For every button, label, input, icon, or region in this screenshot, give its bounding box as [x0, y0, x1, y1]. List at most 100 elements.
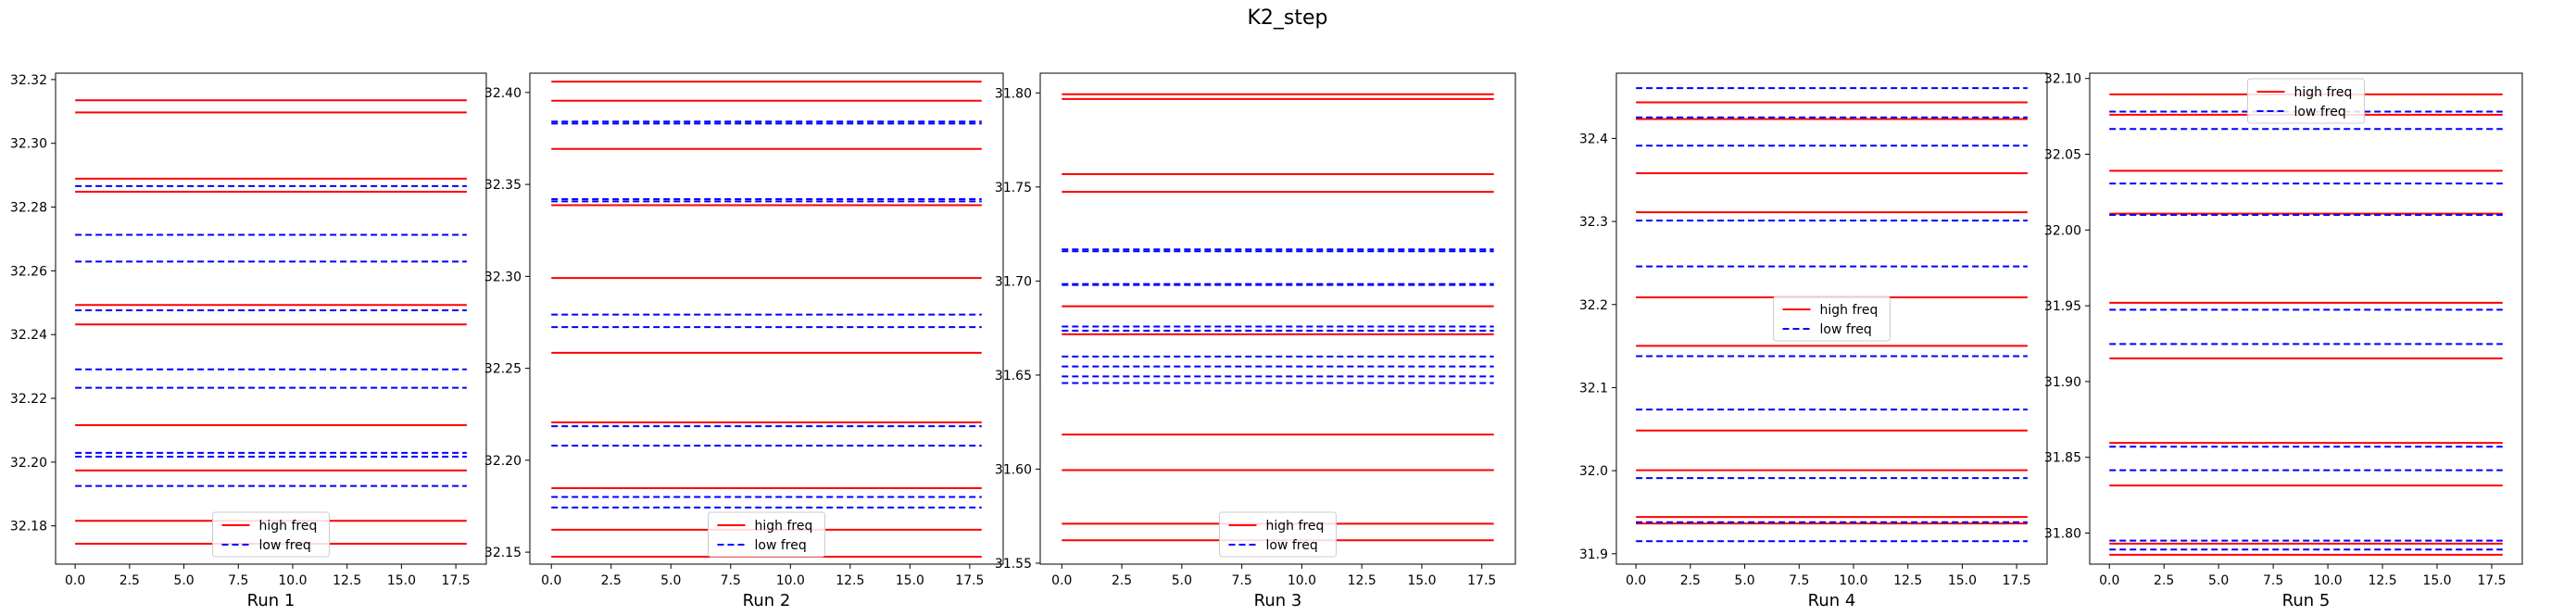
y-tick-label: 32.26	[10, 264, 47, 279]
y-tick-label: 32.2	[1579, 298, 1608, 313]
axes-frame	[2089, 72, 2523, 565]
y-tick-label: 32.22	[10, 392, 47, 407]
x-tick-label: 5.0	[1734, 573, 1754, 588]
y-tick-label: 32.10	[2044, 72, 2081, 87]
legend-label: low freq	[755, 538, 807, 553]
subplots: 0.0 2.5 5.0 7.5 10.0 12.5 15.0 17.5 32.18 32.20 32…	[10, 72, 2523, 610]
series-high-freq	[75, 99, 467, 545]
x-tick-label: 17.5	[2477, 573, 2506, 588]
x-tick-label: 17.5	[442, 573, 471, 588]
legend-box	[2247, 78, 2365, 124]
y-tick-label: 31.65	[995, 369, 1032, 383]
y-tick-label: 31.90	[2044, 375, 2081, 390]
x-tick-label: 2.5	[2154, 573, 2174, 588]
y-tick-label: 32.0	[1579, 464, 1608, 479]
x-tick-label: 0.0	[65, 573, 85, 588]
x-tick-label: 0.0	[2099, 573, 2119, 588]
x-tick-label: 17.5	[2003, 573, 2031, 588]
x-tick-label: 12.5	[333, 573, 361, 588]
x-tick-label: 2.5	[1112, 573, 1132, 588]
y-tick-label: 31.75	[995, 181, 1032, 195]
subplot-run-5: 0.0 2.5 5.0 7.5 10.0 12.5 15.0 17.5 31.80 31.85 31…	[2044, 72, 2523, 610]
legend: high freq low freq	[212, 511, 330, 558]
x-tick-label: 2.5	[601, 573, 622, 588]
y-tick-label: 31.60	[995, 462, 1032, 477]
series-low-freq	[551, 120, 982, 509]
y-tick-label: 32.28	[10, 201, 47, 216]
y-tick-label: 32.05	[2044, 148, 2081, 163]
legend-label: low freq	[1266, 538, 1318, 553]
x-tick-label: 5.0	[660, 573, 681, 588]
x-tick-label: 15.0	[387, 573, 416, 588]
axes-frame	[1615, 72, 2048, 565]
legend: high freq low freq	[1773, 295, 1891, 342]
x-tick-label: 2.5	[119, 573, 140, 588]
y-tick-label: 32.30	[10, 137, 47, 152]
x-axis-label: Run 2	[743, 591, 791, 610]
x-tick-label: 10.0	[278, 573, 307, 588]
x-tick-label: 7.5	[228, 573, 248, 588]
legend: high freq low freq	[2247, 78, 2365, 124]
subplot-run-4: 0.0 2.5 5.0 7.5 10.0 12.5 15.0 17.5 31.9 32.0 32.1…	[1579, 72, 2048, 610]
series-high-freq	[2109, 93, 2503, 556]
y-tick-label: 32.25	[484, 362, 521, 377]
y-tick-label: 31.95	[2044, 299, 2081, 314]
series-high-freq	[1062, 93, 1494, 542]
legend-label: high freq	[1266, 519, 1325, 534]
x-tick-label: 5.0	[2208, 573, 2229, 588]
x-tick-label: 7.5	[2263, 573, 2283, 588]
x-tick-label: 10.0	[776, 573, 805, 588]
x-tick-label: 2.5	[1680, 573, 1701, 588]
x-axis-label: Run 5	[2282, 591, 2331, 610]
legend-box	[1773, 295, 1891, 342]
series-low-freq	[1062, 248, 1494, 384]
x-tick-label: 15.0	[2422, 573, 2451, 588]
y-tick-label: 31.85	[2044, 451, 2081, 466]
x-tick-label: 0.0	[541, 573, 561, 588]
series-low-freq	[75, 184, 467, 487]
axes-frame	[1039, 72, 1516, 565]
x-tick-label: 12.5	[836, 573, 864, 588]
x-tick-label: 0.0	[1626, 573, 1646, 588]
x-tick-label: 17.5	[1467, 573, 1496, 588]
legend-box	[1219, 511, 1337, 558]
x-tick-label: 12.5	[1893, 573, 1922, 588]
x-tick-label: 7.5	[721, 573, 741, 588]
legend-label: high freq	[1820, 303, 1879, 318]
x-tick-label: 5.0	[173, 573, 194, 588]
legend-label: low freq	[259, 538, 311, 553]
legend-label: low freq	[2294, 105, 2346, 119]
x-tick-label: 10.0	[1839, 573, 1867, 588]
legend-label: high freq	[2294, 85, 2353, 100]
y-tick-label: 31.55	[995, 557, 1032, 572]
legend-box	[212, 511, 330, 558]
x-tick-label: 5.0	[1172, 573, 1192, 588]
x-tick-label: 12.5	[2368, 573, 2396, 588]
legend-label: high freq	[755, 519, 813, 534]
y-tick-label: 32.18	[10, 520, 47, 534]
x-tick-label: 7.5	[1232, 573, 1252, 588]
subplot-run-2: 0.0 2.5 5.0 7.5 10.0 12.5 15.0 17.5 32.15 32.20 32…	[484, 72, 1004, 610]
x-tick-label: 7.5	[1789, 573, 1809, 588]
x-tick-label: 15.0	[896, 573, 924, 588]
legend-label: high freq	[259, 519, 318, 534]
x-tick-label: 15.0	[1407, 573, 1436, 588]
y-tick-label: 32.4	[1579, 132, 1608, 146]
subplot-run-3: 0.0 2.5 5.0 7.5 10.0 12.5 15.0 17.5 31.55 31.60 31…	[995, 72, 1516, 610]
axes-frame	[529, 72, 1004, 565]
figure-title: K2_step	[1247, 6, 1327, 30]
y-tick-label: 32.20	[10, 456, 47, 471]
x-tick-label: 15.0	[1948, 573, 1977, 588]
series-high-freq	[551, 81, 982, 559]
series-low-freq	[1636, 87, 2028, 543]
subplot-run-1: 0.0 2.5 5.0 7.5 10.0 12.5 15.0 17.5 32.18 32.20 32…	[10, 72, 487, 610]
y-tick-label: 31.9	[1579, 547, 1608, 562]
x-tick-label: 10.0	[2314, 573, 2343, 588]
x-tick-label: 12.5	[1348, 573, 1376, 588]
series-low-freq	[2109, 110, 2503, 551]
y-tick-label: 31.80	[995, 86, 1032, 101]
y-tick-label: 32.1	[1579, 381, 1608, 396]
x-tick-label: 10.0	[1288, 573, 1316, 588]
y-tick-label: 31.70	[995, 274, 1032, 289]
x-tick-label: 17.5	[955, 573, 984, 588]
